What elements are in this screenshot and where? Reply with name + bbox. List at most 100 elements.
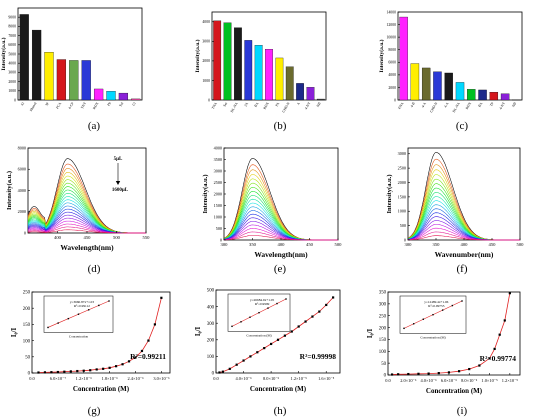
y-tick-label-c: 0 [394, 98, 396, 102]
x-tick-label-c: DL-NA [452, 101, 461, 113]
bar-a [93, 88, 104, 101]
y-tick-label-i: 150 [379, 338, 387, 343]
bar-c [410, 63, 420, 101]
data-point-g [160, 296, 163, 299]
y-tick-label-c: 4000 [388, 73, 396, 77]
y-axis-label-c: Intensity(a.u.) [378, 39, 385, 72]
y-tick-label-a: 0 [14, 98, 16, 102]
r2-label-h: R²=0.99998 [300, 352, 337, 361]
x-tick-label-d: 400 [54, 235, 62, 240]
y-tick-label-a: 2000 [8, 80, 16, 84]
inset-point-g [57, 322, 59, 324]
inset-point-h [267, 307, 269, 309]
y-tick-label-c: 14000 [387, 10, 397, 14]
y-tick-label-f: 1000 [398, 209, 406, 214]
x-tick-label-g: 3.0×10⁻⁶ [153, 376, 170, 381]
x-tick-label-d: 550 [143, 235, 151, 240]
x-tick-label-f: 450 [489, 242, 497, 247]
y-tick-label-g: 100 [23, 339, 31, 344]
data-point-i [437, 372, 440, 375]
y-tick-label-e: 2000 [214, 191, 222, 196]
bar-b [275, 57, 284, 101]
y-tick-label-f: 500 [400, 223, 406, 228]
y-axis-label-a: Intensity(a.u.) [0, 37, 7, 70]
data-point-g [127, 360, 131, 363]
x-tick-label-e: 450 [306, 242, 314, 247]
y-tick-label-e: 1000 [214, 214, 222, 219]
bar-b [296, 83, 304, 101]
inset-x-label-i: Concentration (M) [420, 335, 445, 339]
y-axis-label-d: Intensity(a.u.) [6, 171, 13, 210]
y-tick-label-h: 100 [207, 355, 215, 360]
x-tick-label-d: 450 [84, 235, 92, 240]
bar-c [478, 89, 487, 101]
x-tick-label-d: 500 [113, 235, 121, 240]
axes-frame-g [31, 291, 171, 374]
x-tick-label-i: 8.0×10⁻⁶ [461, 378, 478, 383]
data-point-h [297, 325, 300, 328]
x-tick-label-i: 1.0×10⁻⁵ [481, 378, 498, 383]
bar-c [512, 99, 521, 101]
y-axis-label-e: Intensity(a.u.) [202, 174, 209, 213]
data-point-g [43, 371, 47, 374]
y-tick-label-b: 3000 [202, 40, 210, 44]
x-tick-label-a: Ph [107, 101, 112, 106]
x-tick-label-h: 4.0×10⁻⁶ [235, 376, 252, 381]
x-tick-label-c: RDX [465, 101, 472, 110]
y-tick-label-c: 2000 [388, 86, 396, 90]
x-tick-label-b: CHD-N [281, 101, 290, 113]
data-point-h [318, 310, 321, 313]
bar-c [455, 82, 465, 101]
x-axis-label-g: Concentration (M) [73, 385, 130, 393]
y-tick-label-i: 0 [384, 374, 387, 379]
y-tick-label-b: 0 [208, 98, 210, 102]
data-point-g [50, 371, 53, 374]
bar-a [118, 92, 129, 101]
inset-point-g [108, 300, 110, 302]
data-point-i [417, 372, 420, 375]
inset-point-i [422, 318, 425, 320]
x-tick-label-c: TP [489, 102, 495, 108]
inset-point-h [285, 298, 287, 300]
y-tick-label-d: 6000 [18, 167, 26, 172]
x-tick-label-g: 1.2×10⁻⁶ [76, 376, 93, 381]
x-tick-label-f: 300 [405, 242, 413, 247]
y-tick-label-a: 5000 [8, 52, 16, 56]
data-point-g [102, 367, 105, 370]
axes-frame-i [387, 291, 521, 376]
caption-a: (a) [88, 120, 101, 132]
annotation-arrow-head-d [115, 181, 121, 185]
r2-label-i: R²=0.99774 [480, 354, 517, 363]
y-tick-label-h: 0 [212, 372, 215, 377]
caption-d: (d) [88, 263, 101, 275]
caption-i: (i) [457, 405, 468, 417]
x-tick-label-c: CHD-N [429, 101, 438, 113]
bar-a [81, 60, 91, 101]
bar-b [306, 87, 315, 101]
inset-r2-i: R²=0.99755 [428, 304, 445, 308]
x-tick-label-e: 300 [221, 242, 229, 247]
data-point-i [447, 371, 451, 374]
caption-e: (e) [274, 263, 287, 275]
x-tick-label-a: RDX [92, 101, 99, 110]
inset-point-i [432, 313, 434, 316]
annotation-start-d: 5μL [114, 157, 123, 162]
y-axis-label-i: I₀/I [366, 328, 374, 338]
y-tick-label-e: 4000 [214, 145, 222, 150]
data-point-i [498, 333, 501, 336]
y-tick-label-f: 3000 [398, 151, 406, 156]
axes-frame-h [215, 289, 341, 374]
x-tick-label-c: 4-NT [499, 101, 507, 110]
y-tick-label-i: 100 [379, 350, 387, 355]
x-tick-label-e: 350 [249, 242, 257, 247]
x-tick-label-h: 1.2×10⁻⁵ [291, 376, 308, 381]
x-tick-label-c: ENA [397, 101, 404, 110]
bar-a [19, 14, 29, 101]
bar-b [265, 49, 273, 101]
inset-point-h [240, 321, 242, 323]
y-tick-label-h: 400 [207, 305, 215, 310]
x-tick-label-a: 3F [45, 102, 50, 107]
y-axis-label-g: I₀/I [10, 327, 18, 337]
x-tick-label-c: BA [477, 101, 483, 108]
